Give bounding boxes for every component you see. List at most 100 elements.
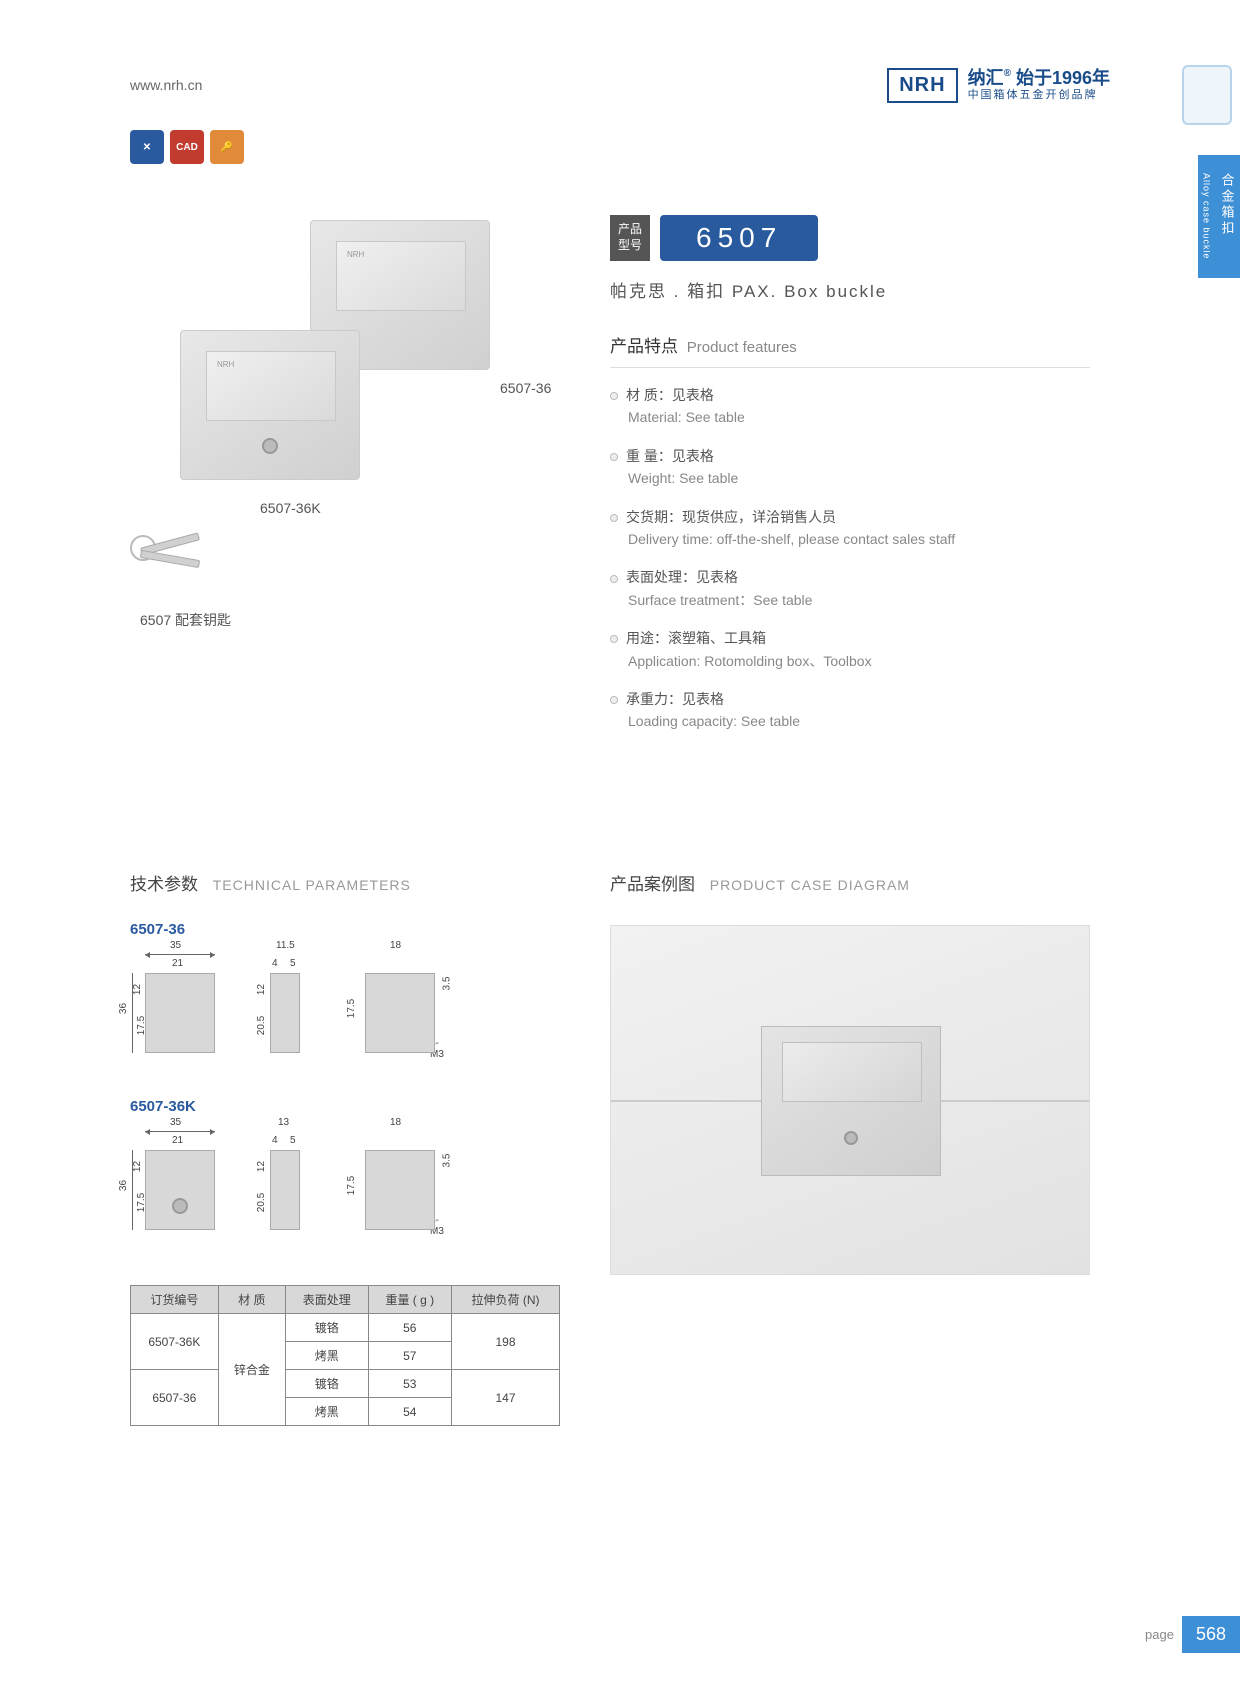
feature-cn: 交货期：现货供应，详洽销售人员 — [626, 509, 836, 525]
dim-side-h2: 12 — [256, 1161, 267, 1172]
drawing-front: 35 21 36 17.5 12 — [130, 1125, 230, 1255]
dim-side-a: 4 — [272, 958, 278, 969]
dim-mount-w: 18 — [390, 940, 401, 951]
dim-side-h: 20.5 — [256, 1193, 267, 1212]
case-title-en: PRODUCT CASE DIAGRAM — [710, 877, 910, 893]
col-finish: 表面处理 — [286, 1286, 369, 1314]
website-url: www.nrh.cn — [130, 77, 202, 93]
dim-w2: 21 — [172, 1135, 183, 1146]
case-title-cn: 产品案例图 — [610, 875, 695, 894]
brand-line1: 纳汇® 始于1996年 — [968, 68, 1110, 90]
col-code: 订货编号 — [131, 1286, 219, 1314]
dim-h1: 36 — [118, 1003, 129, 1014]
brand-line2: 中国箱体五金开创品牌 — [968, 89, 1110, 102]
side-tab-en: Alloy case buckle — [1202, 173, 1212, 260]
image-label-6507-36: 6507-36 — [500, 380, 551, 396]
cell-finish: 烤黑 — [286, 1398, 369, 1426]
cell-load: 198 — [452, 1314, 560, 1370]
tool-icon-key: 🔑 — [210, 130, 244, 164]
dim-mount-h: 17.5 — [346, 999, 357, 1018]
feature-cn: 承重力：见表格 — [626, 691, 724, 707]
feature-item: 重 量：见表格 Weight: See table — [610, 445, 1090, 490]
feature-item: 表面处理：见表格 Surface treatment：See table — [610, 566, 1090, 611]
tech-title-cn: 技术参数 — [130, 875, 198, 894]
page-number: page 568 — [1145, 1616, 1240, 1653]
model-row: 产品 型号 6507 — [610, 215, 1090, 261]
table-row: 6507-36 镀铬 53 147 — [131, 1370, 560, 1398]
image-label-6507-36k: 6507-36K — [260, 500, 321, 516]
cell-material: 锌合金 — [218, 1314, 285, 1426]
dim-w1: 35 — [170, 1117, 181, 1128]
bullet-icon — [610, 514, 618, 522]
case-section: 产品案例图 PRODUCT CASE DIAGRAM — [610, 870, 1090, 1275]
bullet-icon — [610, 392, 618, 400]
feature-en: Application: Rotomolding box、Toolbox — [628, 650, 1090, 672]
product-image-keys — [130, 520, 210, 600]
dim-w2: 21 — [172, 958, 183, 969]
dim-side-w: 11.5 — [276, 940, 295, 951]
brand-logo: NRH — [887, 68, 957, 103]
side-tab: Alloy case buckle 合金箱扣 — [1198, 155, 1240, 278]
feature-item: 承重力：见表格 Loading capacity: See table — [610, 688, 1090, 733]
model-label: 产品 型号 — [610, 215, 650, 261]
table-header-row: 订货编号 材 质 表面处理 重量 ( g ) 拉伸负荷 (N) — [131, 1286, 560, 1314]
dim-side-b: 5 — [290, 958, 296, 969]
dim-w1: 35 — [170, 940, 181, 951]
tech-section: 技术参数 TECHNICAL PARAMETERS 6507-36 35 21 … — [130, 870, 560, 1426]
feature-en: Loading capacity: See table — [628, 710, 1090, 732]
drawings-row-1: 35 21 36 17.5 12 11.5 4 5 20.5 12 18 17.… — [130, 948, 560, 1078]
tech-title: 技术参数 TECHNICAL PARAMETERS — [130, 870, 560, 895]
feature-cn: 用途：滚塑箱、工具箱 — [626, 630, 766, 646]
feature-en: Delivery time: off-the-shelf, please con… — [628, 528, 1090, 550]
tool-icon-cad: CAD — [170, 130, 204, 164]
bullet-icon — [610, 696, 618, 704]
side-tab-cn: 合金箱扣 — [1218, 173, 1237, 260]
feature-en: Surface treatment：See table — [628, 589, 1090, 611]
model-number: 6507 — [660, 215, 818, 261]
cell-weight: 56 — [368, 1314, 451, 1342]
model-label-l2: 型号 — [618, 238, 642, 254]
brand-text: 纳汇® 始于1996年 中国箱体五金开创品牌 — [968, 68, 1110, 103]
drawing-label-1: 6507-36 — [130, 921, 560, 938]
product-info: 产品 型号 6507 帕克思 . 箱扣 PAX. Box buckle 产品特点… — [610, 215, 1090, 749]
dim-side-h: 20.5 — [256, 1016, 267, 1035]
drawing-front: 35 21 36 17.5 12 — [130, 948, 230, 1078]
col-material: 材 质 — [218, 1286, 285, 1314]
drawing-label-2: 6507-36K — [130, 1098, 560, 1115]
dim-side-b: 5 — [290, 1135, 296, 1146]
feature-cn: 材 质：见表格 — [626, 387, 714, 403]
features-title-en: Product features — [687, 339, 797, 356]
cell-load: 147 — [452, 1370, 560, 1426]
features-title: 产品特点 Product features — [610, 332, 1090, 368]
features-title-cn: 产品特点 — [610, 337, 678, 356]
image-label-keys: 6507 配套钥匙 — [140, 610, 231, 630]
feature-cn: 表面处理：见表格 — [626, 569, 738, 585]
page-label: page — [1145, 1627, 1174, 1642]
feature-item: 交货期：现货供应，详洽销售人员 Delivery time: off-the-s… — [610, 506, 1090, 551]
cell-weight: 53 — [368, 1370, 451, 1398]
feature-item: 材 质：见表格 Material: See table — [610, 384, 1090, 429]
dim-side-h2: 12 — [256, 984, 267, 995]
brand-cn: 纳汇 — [968, 68, 1004, 88]
bullet-icon — [610, 635, 618, 643]
feature-en: Weight: See table — [628, 467, 1090, 489]
cell-weight: 57 — [368, 1342, 451, 1370]
bullet-icon — [610, 453, 618, 461]
cell-weight: 54 — [368, 1398, 451, 1426]
table-row: 6507-36K 锌合金 镀铬 56 198 — [131, 1314, 560, 1342]
dim-h3: 12 — [132, 1161, 143, 1172]
col-weight: 重量 ( g ) — [368, 1286, 451, 1314]
dim-h3: 12 — [132, 984, 143, 995]
dim-side-a: 4 — [272, 1135, 278, 1146]
product-subtitle: 帕克思 . 箱扣 PAX. Box buckle — [610, 277, 1090, 302]
cell-code: 6507-36 — [131, 1370, 219, 1426]
case-title: 产品案例图 PRODUCT CASE DIAGRAM — [610, 870, 1090, 895]
dim-h1: 36 — [118, 1180, 129, 1191]
features-list: 材 质：见表格 Material: See table 重 量：见表格 Weig… — [610, 384, 1090, 733]
brand-block: NRH 纳汇® 始于1996年 中国箱体五金开创品牌 — [887, 68, 1110, 103]
brand-year: 始于1996年 — [1016, 68, 1110, 88]
cell-finish: 烤黑 — [286, 1342, 369, 1370]
drawing-side: 11.5 4 5 20.5 12 — [260, 948, 320, 1078]
dim-side-w: 13 — [278, 1117, 289, 1128]
tech-title-en: TECHNICAL PARAMETERS — [213, 877, 411, 893]
